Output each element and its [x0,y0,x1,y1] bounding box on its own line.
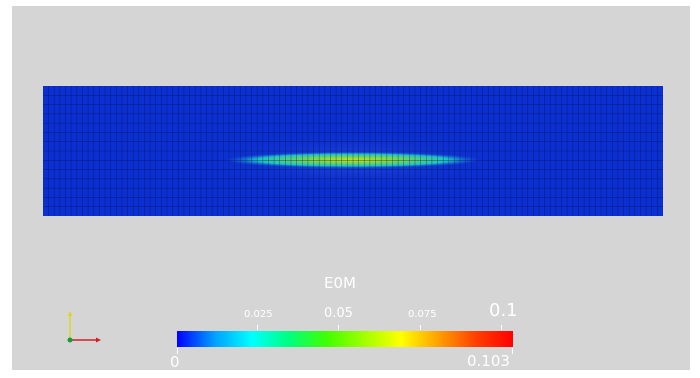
colorbar-min-label: 0 [170,353,180,371]
mesh-plot[interactable] [43,86,663,216]
colorbar-tick [501,325,502,330]
colorbar-tick [420,325,421,330]
colorbar-tick [338,325,339,330]
orientation-axes [67,311,101,343]
y-axis-arrowhead-icon [67,311,73,316]
colorbar-tick [257,325,258,330]
mesh-grid [43,86,663,216]
colorbar-tick-label: 0.05 [324,306,353,321]
colorbar-tick-label: 0.025 [244,309,273,320]
colorbar-tick [512,348,513,354]
colorbar-max-label: 0.103 [467,352,510,370]
z-axis-icon [67,337,73,343]
render-viewport[interactable]: E0M 0.025 0.05 0.075 0.1 0 0.103 [12,6,690,370]
mesh-svg [43,86,663,216]
x-axis-arrowhead-icon [96,337,101,343]
colorbar [177,331,513,347]
colorbar-tick-label: 0.075 [408,309,437,320]
colorbar-tick-label: 0.1 [489,300,518,321]
colorbar-title: E0M [324,274,356,292]
colorbar-tick [177,348,178,354]
